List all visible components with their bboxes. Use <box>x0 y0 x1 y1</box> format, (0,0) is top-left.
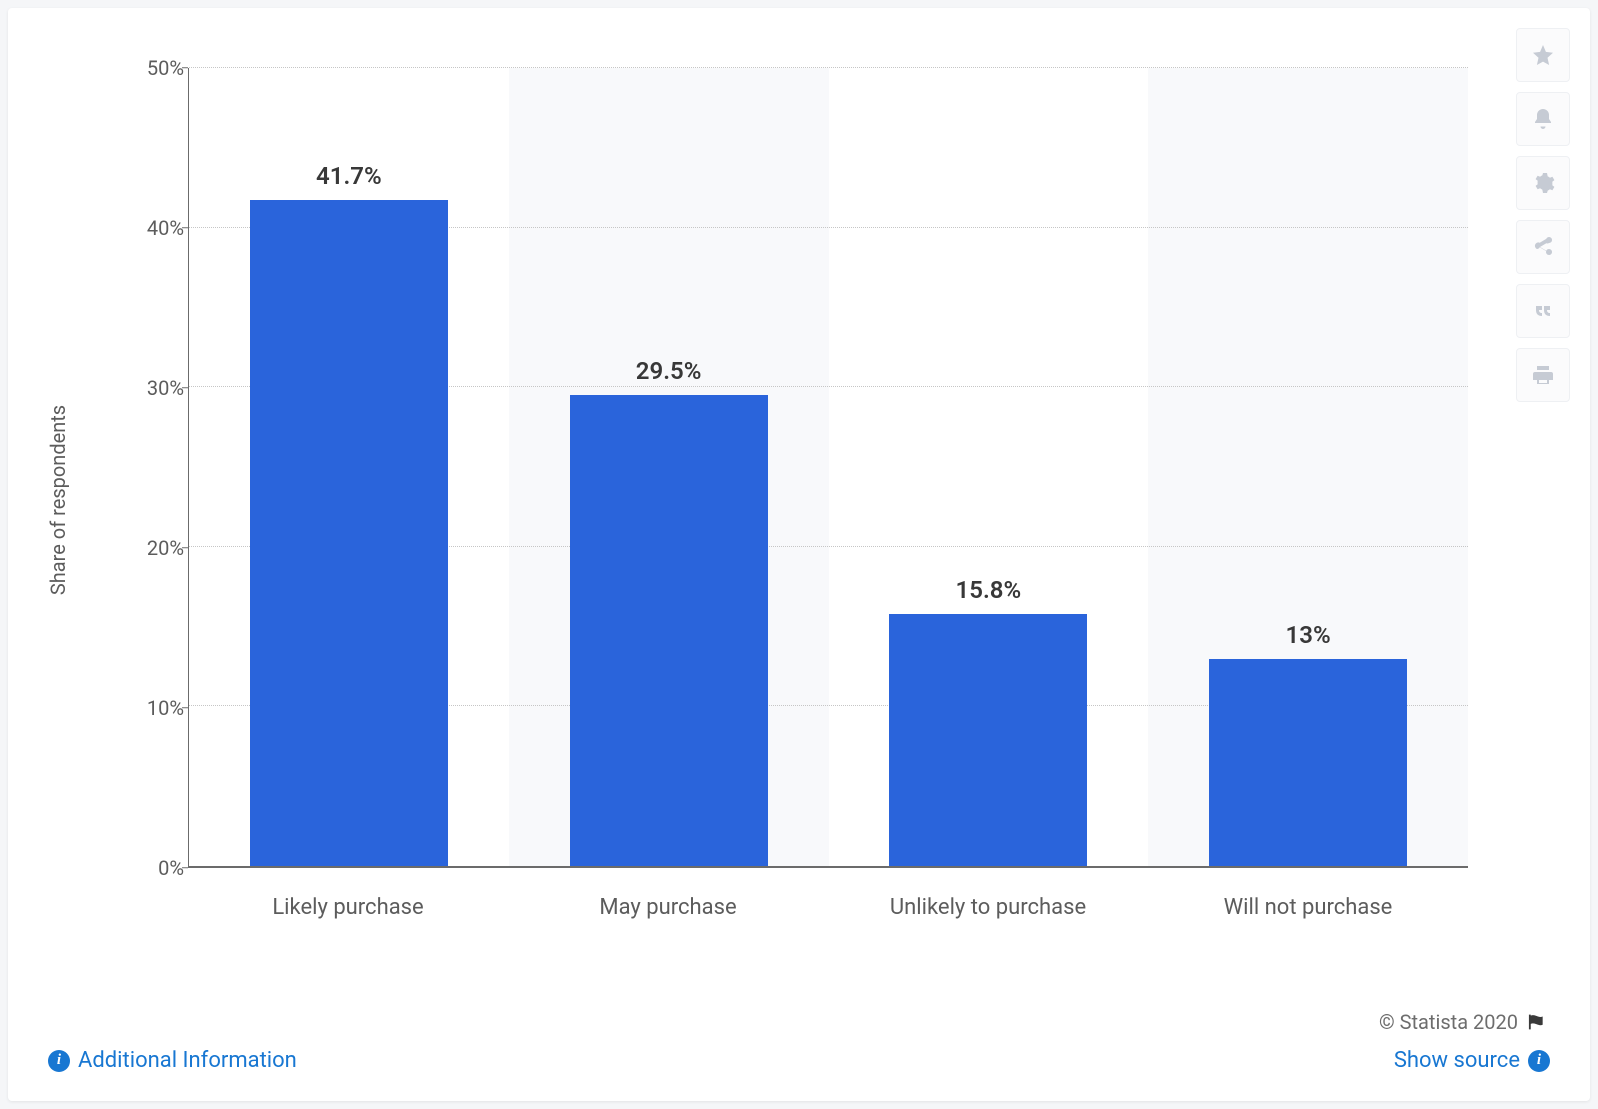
x-tick-label: Will not purchase <box>1148 895 1468 920</box>
bar-slot: 13% <box>1148 68 1468 866</box>
share-icon <box>1531 235 1555 259</box>
bell-icon <box>1531 107 1555 131</box>
info-icon: i <box>1528 1050 1550 1072</box>
bar[interactable]: 13% <box>1209 659 1407 866</box>
bar[interactable]: 15.8% <box>889 614 1087 866</box>
y-axis-label: Share of respondents <box>46 405 70 595</box>
x-tick-label: Unlikely to purchase <box>828 895 1148 920</box>
side-toolbar <box>1516 28 1570 402</box>
bar[interactable]: 29.5% <box>570 395 768 866</box>
footer-links: i Additional Information Show source i <box>48 1048 1550 1073</box>
show-source-link[interactable]: Show source i <box>1394 1048 1550 1073</box>
info-icon: i <box>48 1050 70 1072</box>
y-tick-label: 50% <box>140 56 184 80</box>
bars-container: 41.7% 29.5% 15.8% 13% <box>189 68 1468 866</box>
y-tick-label: 10% <box>140 696 184 720</box>
chart-area: Share of respondents 0%10%20%30%40%50% 4… <box>68 48 1488 928</box>
bar-slot: 15.8% <box>829 68 1149 866</box>
copyright-text: © Statista 2020 <box>1379 1010 1518 1034</box>
additional-info-link[interactable]: i Additional Information <box>48 1048 297 1073</box>
show-source-text: Show source <box>1394 1048 1520 1073</box>
notify-button[interactable] <box>1516 92 1570 146</box>
star-icon <box>1531 43 1555 67</box>
print-icon <box>1531 363 1555 387</box>
bar-value-label: 29.5% <box>636 357 702 395</box>
additional-info-text: Additional Information <box>78 1048 297 1073</box>
share-button[interactable] <box>1516 220 1570 274</box>
copyright-line: © Statista 2020 <box>1379 1010 1550 1034</box>
cite-button[interactable] <box>1516 284 1570 338</box>
bar[interactable]: 41.7% <box>250 200 448 866</box>
bar-value-label: 41.7% <box>316 162 382 200</box>
bar-slot: 29.5% <box>509 68 829 866</box>
plot-area: 41.7% 29.5% 15.8% 13% <box>188 68 1468 868</box>
chart-card: Share of respondents 0% 10% 20% 30% 40% 50% 4… <box>8 8 1590 1101</box>
quote-icon <box>1531 299 1555 323</box>
chart-footer: © Statista 2020 i Additional Information… <box>48 1010 1550 1073</box>
y-tick-label: 40% <box>140 216 184 240</box>
y-tick-label: 30% <box>140 376 184 400</box>
bar-value-label: 13% <box>1286 621 1331 659</box>
gear-icon <box>1531 171 1555 195</box>
bar-value-label: 15.8% <box>956 576 1022 614</box>
y-tick-label: 20% <box>140 536 184 560</box>
settings-button[interactable] <box>1516 156 1570 210</box>
x-tick-label: May purchase <box>508 895 828 920</box>
bar-slot: 41.7% <box>189 68 509 866</box>
favorite-button[interactable] <box>1516 28 1570 82</box>
y-tick-label: 0% <box>140 856 184 880</box>
x-axis-labels: Likely purchaseMay purchaseUnlikely to p… <box>188 895 1468 920</box>
x-tick-label: Likely purchase <box>188 895 508 920</box>
flag-icon[interactable] <box>1528 1014 1550 1030</box>
print-button[interactable] <box>1516 348 1570 402</box>
